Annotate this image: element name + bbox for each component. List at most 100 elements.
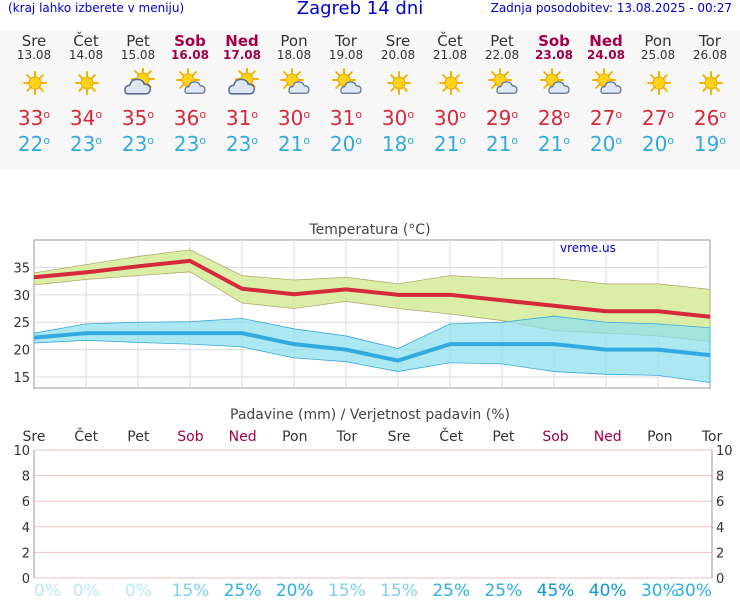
max-temp-value: 34 bbox=[69, 106, 96, 130]
degree-sign: o bbox=[511, 108, 519, 121]
sun-icon bbox=[699, 71, 723, 95]
sun-cloud-icon bbox=[592, 68, 622, 94]
weather-icon-slot bbox=[164, 62, 216, 100]
precip-probability: 0% bbox=[73, 581, 100, 600]
precip-probability: 0% bbox=[125, 581, 152, 600]
max-temp-value: 28 bbox=[537, 106, 564, 130]
day-name: Sre bbox=[21, 32, 47, 50]
min-temp: 22o bbox=[8, 131, 60, 157]
min-temp: 20o bbox=[632, 131, 684, 157]
degree-sign: o bbox=[667, 134, 675, 147]
max-temp: 31o bbox=[320, 105, 372, 131]
x-tick-label: Tor bbox=[701, 429, 723, 445]
max-temp-value: 26 bbox=[693, 106, 720, 130]
max-temp-value: 36 bbox=[173, 106, 200, 130]
min-temp-value: 18 bbox=[381, 132, 408, 156]
day-name: Pon bbox=[280, 32, 308, 50]
partly-cloudy-icon bbox=[124, 68, 155, 95]
x-tick-label: Ned bbox=[229, 429, 257, 445]
max-temp-value: 27 bbox=[641, 106, 668, 130]
day-date: 15.08 bbox=[120, 48, 156, 62]
degree-sign: o bbox=[563, 108, 571, 121]
max-temp: 27o bbox=[632, 105, 684, 131]
x-tick-label: Sre bbox=[388, 429, 411, 445]
day-name: Čet bbox=[73, 32, 99, 50]
degree-sign: o bbox=[199, 134, 207, 147]
precip-probability: 40% bbox=[589, 581, 627, 600]
min-temp: 23o bbox=[216, 131, 268, 157]
day-date: 19.08 bbox=[328, 48, 364, 62]
max-temp: 30o bbox=[268, 105, 320, 131]
max-temp: 30o bbox=[424, 105, 476, 131]
day-name: Čet bbox=[437, 32, 463, 50]
min-temp-value: 19 bbox=[693, 132, 720, 156]
precip-probability: 20% bbox=[276, 581, 314, 600]
y-tick-label-right: 10 bbox=[716, 444, 733, 459]
precip-probability: 25% bbox=[432, 581, 470, 600]
weather-icon-slot bbox=[268, 62, 320, 100]
y-tick-label-right: 6 bbox=[716, 495, 724, 510]
watermark-label: vreme.us bbox=[560, 241, 616, 255]
forecast-day: Pon 18.08 30o 21o bbox=[268, 30, 320, 157]
precipitation-title: Padavine (mm) / Verjetnost padavin (%) bbox=[230, 407, 510, 423]
y-tick-label-left: 2 bbox=[22, 546, 30, 561]
weather-icon-slot bbox=[112, 62, 164, 100]
max-temp-value: 33 bbox=[17, 106, 44, 130]
forecast-day: Pon 25.08 27o 20o bbox=[632, 30, 684, 157]
degree-sign: o bbox=[615, 108, 623, 121]
day-name: Tor bbox=[335, 32, 357, 50]
degree-sign: o bbox=[199, 108, 207, 121]
day-date: 23.08 bbox=[535, 48, 573, 62]
day-date: 21.08 bbox=[432, 48, 468, 62]
min-temp-value: 21 bbox=[485, 132, 512, 156]
min-temp-value: 21 bbox=[277, 132, 304, 156]
day-date: 22.08 bbox=[484, 48, 520, 62]
degree-sign: o bbox=[615, 134, 623, 147]
sun-icon bbox=[387, 71, 411, 95]
max-temp: 34o bbox=[60, 105, 112, 131]
max-temp: 27o bbox=[580, 105, 632, 131]
weather-icon-slot bbox=[8, 62, 60, 100]
location-menu-hint[interactable]: (kraj lahko izberete v meniju) bbox=[8, 1, 185, 15]
min-temp: 23o bbox=[60, 131, 112, 157]
degree-sign: o bbox=[563, 134, 571, 147]
x-tick-label: Ned bbox=[594, 429, 622, 445]
y-tick-label-left: 8 bbox=[22, 470, 30, 485]
last-update-label: Zadnja posodobitev: 13.08.2025 - 00:27 bbox=[490, 1, 732, 15]
forecast-day: Tor 26.08 26o 19o bbox=[684, 30, 736, 157]
min-temp: 21o bbox=[268, 131, 320, 157]
min-temp-value: 22 bbox=[17, 132, 44, 156]
degree-sign: o bbox=[303, 134, 311, 147]
degree-sign: o bbox=[667, 108, 675, 121]
max-temp-value: 31 bbox=[329, 106, 356, 130]
y-tick-label: 15 bbox=[13, 371, 30, 386]
weather-icon-slot bbox=[528, 62, 580, 100]
day-date: 17.08 bbox=[223, 48, 261, 62]
degree-sign: o bbox=[407, 134, 415, 147]
y-tick-label-right: 0 bbox=[716, 572, 724, 587]
x-tick-label: Čet bbox=[74, 427, 98, 445]
degree-sign: o bbox=[719, 134, 727, 147]
degree-sign: o bbox=[95, 108, 103, 121]
forecast-day: Sre 20.08 30o 18o bbox=[372, 30, 424, 157]
sun-cloud-icon bbox=[540, 68, 570, 94]
forecast-day: Ned 24.08 27o 20o bbox=[580, 30, 632, 157]
y-tick-label: 35 bbox=[13, 261, 30, 276]
max-temp-line bbox=[33, 258, 711, 319]
x-tick-label: Čet bbox=[439, 427, 463, 445]
weather-icon-slot bbox=[632, 62, 684, 100]
degree-sign: o bbox=[147, 108, 155, 121]
precip-probability: 25% bbox=[484, 581, 522, 600]
precip-probability: 30% bbox=[641, 581, 679, 600]
max-temp: 30o bbox=[372, 105, 424, 131]
day-name: Ned bbox=[225, 32, 259, 50]
x-tick-label: Sre bbox=[23, 429, 46, 445]
forecast-day: Ned 17.08 31o 23o bbox=[216, 30, 268, 157]
min-temp: 21o bbox=[528, 131, 580, 157]
max-temp: 31o bbox=[216, 105, 268, 131]
precip-probability: 0% bbox=[34, 581, 61, 600]
precip-probability: 15% bbox=[380, 581, 418, 600]
max-temp: 26o bbox=[684, 105, 736, 131]
min-temp-line bbox=[33, 331, 711, 363]
forecast-day: Tor 19.08 31o 20o bbox=[320, 30, 372, 157]
